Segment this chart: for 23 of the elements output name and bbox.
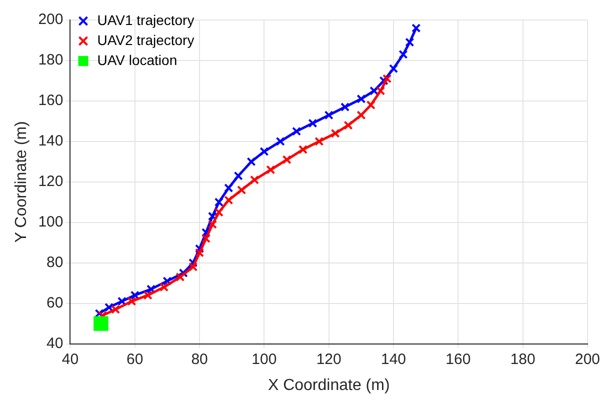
x-tick-label: 200 xyxy=(574,350,600,368)
y-tick-label: 120 xyxy=(38,173,64,190)
y-tick-label: 80 xyxy=(46,254,64,271)
legend-label: UAV1 trajectory xyxy=(97,12,194,28)
y-tick-label: 200 xyxy=(38,11,64,28)
x-tick-label: 100 xyxy=(252,350,277,368)
x-tick-label: 160 xyxy=(446,350,471,368)
y-tick-label: 180 xyxy=(38,52,64,69)
x-tick-label: 140 xyxy=(381,350,406,368)
y-tick-label: 60 xyxy=(46,294,64,312)
y-axis-title: Y Coordinate (m) xyxy=(13,121,30,243)
x-tick-label: 120 xyxy=(316,350,342,368)
x-tick-label: 60 xyxy=(126,350,144,368)
x-tick-label: 180 xyxy=(510,350,536,368)
x-axis-title: X Coordinate (m) xyxy=(268,376,390,394)
y-tick-label: 100 xyxy=(38,214,64,231)
x-tick-label: 40 xyxy=(62,350,79,368)
y-tick-label: 40 xyxy=(46,334,64,352)
y-tick-label: 160 xyxy=(38,92,64,110)
legend-label: UAV location xyxy=(97,52,178,68)
y-tick-label: 140 xyxy=(38,132,64,150)
x-tick-label: 80 xyxy=(191,350,208,368)
legend-label: UAV2 trajectory xyxy=(97,32,194,48)
